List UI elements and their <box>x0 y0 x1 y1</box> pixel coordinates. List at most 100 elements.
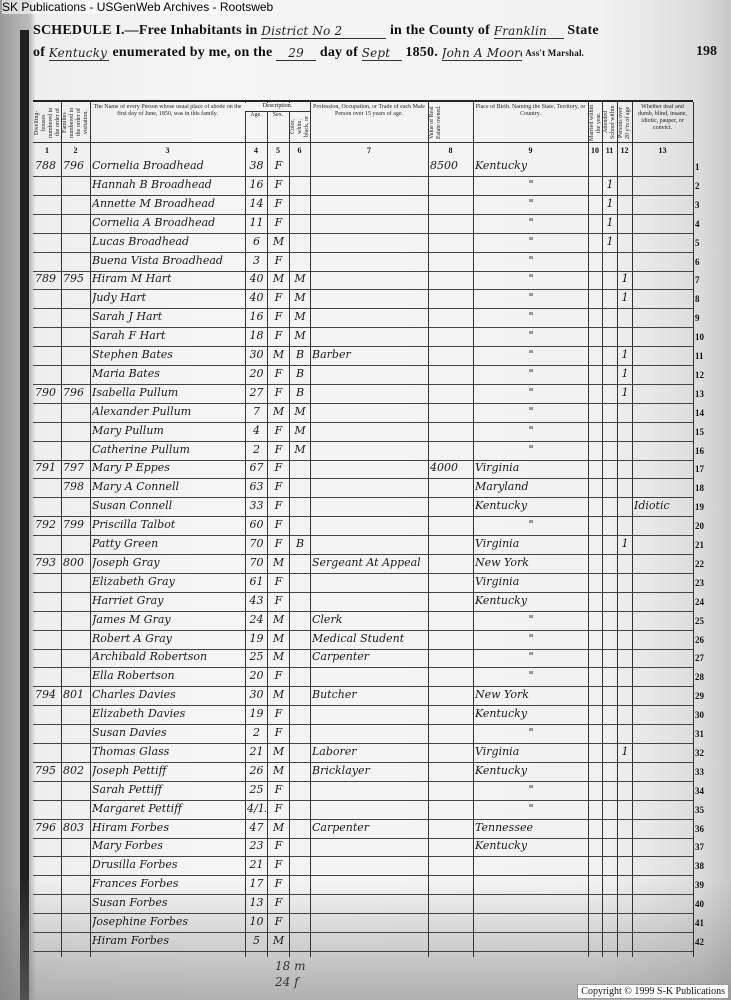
cell-name: Thomas Glass <box>92 744 170 758</box>
line-number: 9 <box>695 313 700 324</box>
cell-birthplace: " <box>528 329 534 343</box>
cell-family: 803 <box>63 820 84 834</box>
cell-age: 4 <box>253 423 260 437</box>
column-number: 2 <box>73 146 78 155</box>
table-row: Catherine Pullum 2 F M " 16 <box>33 441 704 461</box>
cell-sex: F <box>274 196 283 210</box>
line-number: 26 <box>695 634 704 645</box>
cell-age: 4/12 <box>247 801 266 815</box>
cell-name: Mary A Connell <box>92 480 179 494</box>
cell-name: Hiram M Hart <box>92 272 172 286</box>
table-row: 795 802 Joseph Pettiff 26 M Bricklayer Kentuck… <box>33 762 704 782</box>
cell-age: 20 <box>249 366 264 380</box>
cell-name: Mary P Eppes <box>92 461 170 475</box>
cell-birthplace: " <box>528 385 534 399</box>
cell-age: 20 <box>249 669 264 683</box>
district-field: District No 2 <box>261 24 387 39</box>
line-number: 22 <box>695 558 704 569</box>
line-number: 16 <box>695 445 704 456</box>
cell-age: 7 <box>253 404 260 418</box>
cell-name: Catherine Pullum <box>92 442 190 456</box>
column-number: 11 <box>605 146 614 155</box>
county-label: in the County of <box>389 23 490 38</box>
cell-age: 2 <box>253 442 260 456</box>
cell-name: Elizabeth Davies <box>92 707 186 721</box>
cell-birthplace: " <box>528 726 534 739</box>
column-header-6: Color, white, black, or mulatto. <box>290 116 309 137</box>
cell-name: Susan Forbes <box>92 896 168 910</box>
cell-birthplace: " <box>528 612 534 626</box>
cell-birthplace: " <box>528 782 534 796</box>
county-field: Franklin <box>493 24 564 39</box>
table-row: Drusilla Forbes 21 F 38 <box>33 856 704 877</box>
cell-name: Sarah J Hart <box>92 310 163 324</box>
tally-females: 24 f <box>275 975 299 989</box>
scan-shadow <box>0 880 731 1000</box>
column-divider <box>267 102 268 957</box>
table-row: Margaret Pettiff 4/12 F " 35 <box>33 800 704 820</box>
table-row: Susan Connell 33 F Kentucky Idiotic 19 <box>33 497 704 518</box>
column-header-12: Persons over 20 y'rs of age who cannot r… <box>618 106 631 139</box>
table-row: 792 799 Priscilla Talbot 60 F " 20 <box>33 516 704 537</box>
cell-age: 63 <box>249 480 264 494</box>
cell-age: 14 <box>249 196 264 210</box>
cell-sex: F <box>274 896 283 910</box>
cell-birthplace: " <box>528 253 534 267</box>
column-header-8: Value of Real Estate owned. <box>429 105 442 140</box>
table-row: 796 803 Hiram Forbes 47 M Carpenter Tennessee 3… <box>33 819 704 839</box>
column-number: 5 <box>276 146 280 155</box>
line-number: 6 <box>695 256 700 267</box>
cell-sex: F <box>274 291 283 305</box>
line-number: 21 <box>695 540 704 550</box>
cell-birthplace: Virginia <box>475 574 520 588</box>
table-row: Cornelia A Broadhead 11 F " 1 4 <box>33 214 700 234</box>
cell-dwelling: 796 <box>35 820 56 834</box>
cell-color: M <box>294 442 306 456</box>
table-row: Lucas Broadhead 6 M " 1 5 <box>33 233 700 253</box>
cell-birthplace: New York <box>475 688 529 702</box>
cell-birthplace: Kentucky <box>475 499 528 513</box>
cell-sex: F <box>274 839 283 853</box>
cell-age: 3 <box>253 253 260 267</box>
cell-birthplace: " <box>528 291 534 305</box>
cell-age: 40 <box>249 291 264 305</box>
cell-color: B <box>295 385 305 399</box>
cell-age: 67 <box>249 461 264 475</box>
cell-birthplace: " <box>528 442 534 456</box>
cell-sex: F <box>274 442 283 456</box>
cell-c12: 1 <box>621 272 629 286</box>
cell-dwelling: 795 <box>35 763 56 777</box>
table-row: Elizabeth Gray 61 F Virginia 23 <box>33 573 704 593</box>
column-number: 8 <box>448 146 453 155</box>
cell-occupation: Butcher <box>312 688 357 702</box>
cell-birthplace: Virginia <box>475 461 520 475</box>
table-row: Elizabeth Davies 19 F Kentucky 30 <box>33 705 704 726</box>
cell-name: Sarah F Hart <box>92 329 166 343</box>
cell-age: 19 <box>249 707 264 721</box>
cell-birthplace: " <box>528 518 534 532</box>
table-row: Stephen Bates 30 M B Barber " 1 11 <box>33 346 704 366</box>
tally-males: 18 m <box>275 959 306 973</box>
cell-age: 10 <box>249 915 264 928</box>
column-number: 7 <box>367 146 371 155</box>
line-number: 3 <box>695 199 700 210</box>
column-header-10: Married within the year. <box>589 104 601 141</box>
cell-name: Margaret Pettiff <box>92 801 182 815</box>
cell-sex: F <box>274 177 283 191</box>
cell-name: Mary Forbes <box>92 839 163 853</box>
cell-c12: 1 <box>621 385 629 399</box>
cell-sex: F <box>274 480 283 494</box>
table-row: 791 797 Mary P Eppes 67 F 4000 Virginia 17 <box>33 459 704 480</box>
table-row: Robert A Gray 19 M Medical Student " 26 <box>33 630 704 650</box>
column-header-3: The Name of every Person whose usual pla… <box>93 104 242 117</box>
table-row: Hannah B Broadhead 16 F " 1 2 <box>33 176 700 196</box>
cell-name: Charles Davies <box>92 688 176 702</box>
cell-birthplace: Virginia <box>475 744 520 758</box>
cell-occupation: Laborer <box>312 744 357 758</box>
column-number: 6 <box>297 146 302 155</box>
cell-sex: F <box>274 877 283 891</box>
cell-sex: F <box>274 159 283 172</box>
cell-birthplace: " <box>528 801 534 815</box>
table-row: James M Gray 24 M Clerk " 25 <box>33 611 704 631</box>
column-header-11: Attended School within the year. <box>603 105 616 140</box>
